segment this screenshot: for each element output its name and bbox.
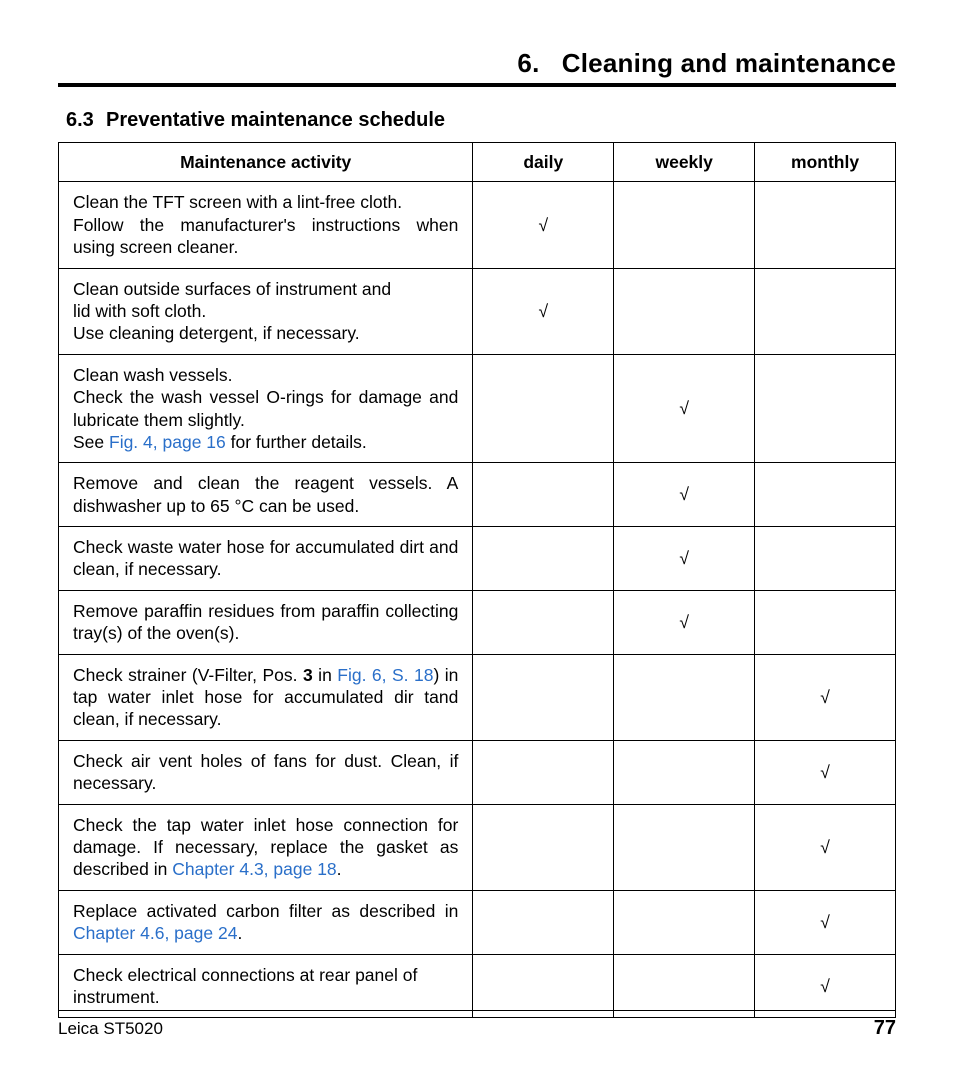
activity-cell: Check the tap water inlet hose connectio… bbox=[59, 804, 473, 890]
activity-cell: Check electrical connections at rear pan… bbox=[59, 954, 473, 1018]
table-row: Clean wash vessels.Check the wash vessel… bbox=[59, 354, 896, 463]
monthly-cell bbox=[755, 268, 896, 354]
table-body: Clean the TFT screen with a lint-free cl… bbox=[59, 182, 896, 1018]
chapter-rule bbox=[58, 83, 896, 87]
table-row: Check air vent holes of fans for dust. C… bbox=[59, 740, 896, 804]
daily-cell bbox=[473, 527, 614, 591]
weekly-cell bbox=[614, 182, 755, 268]
table-row: Clean outside surfaces of instrument and… bbox=[59, 268, 896, 354]
table-row: Check the tap water inlet hose connectio… bbox=[59, 804, 896, 890]
section-number: 6.3 bbox=[66, 109, 106, 132]
weekly-cell bbox=[614, 890, 755, 954]
activity-cell: Check strainer (V-Filter, Pos. 3 in Fig.… bbox=[59, 654, 473, 740]
table-row: Remove paraffin residues from paraffin c… bbox=[59, 590, 896, 654]
weekly-cell bbox=[614, 954, 755, 1018]
table-row: Check strainer (V-Filter, Pos. 3 in Fig.… bbox=[59, 654, 896, 740]
chapter-name: Cleaning and maintenance bbox=[562, 48, 896, 78]
activity-cell: Clean outside surfaces of instrument and… bbox=[59, 268, 473, 354]
daily-cell bbox=[473, 740, 614, 804]
daily-cell bbox=[473, 463, 614, 527]
footer-line: Leica ST5020 77 bbox=[58, 1017, 896, 1040]
section-heading: 6.3Preventative maintenance schedule bbox=[66, 109, 896, 132]
daily-cell bbox=[473, 804, 614, 890]
weekly-cell: √ bbox=[614, 590, 755, 654]
weekly-cell: √ bbox=[614, 354, 755, 463]
weekly-cell: √ bbox=[614, 527, 755, 591]
monthly-cell bbox=[755, 463, 896, 527]
monthly-cell: √ bbox=[755, 804, 896, 890]
table-row: Clean the TFT screen with a lint-free cl… bbox=[59, 182, 896, 268]
weekly-cell bbox=[614, 804, 755, 890]
header-monthly: monthly bbox=[755, 143, 896, 182]
daily-cell: √ bbox=[473, 182, 614, 268]
header-daily: daily bbox=[473, 143, 614, 182]
weekly-cell bbox=[614, 740, 755, 804]
footer-product: Leica ST5020 bbox=[58, 1019, 163, 1039]
table-row: Check electrical connections at rear pan… bbox=[59, 954, 896, 1018]
section-title: Preventative maintenance schedule bbox=[106, 109, 445, 131]
footer-rule bbox=[58, 1010, 896, 1011]
chapter-number: 6. bbox=[517, 48, 539, 78]
daily-cell bbox=[473, 590, 614, 654]
daily-cell bbox=[473, 954, 614, 1018]
weekly-cell: √ bbox=[614, 463, 755, 527]
activity-cell: Check air vent holes of fans for dust. C… bbox=[59, 740, 473, 804]
activity-cell: Clean the TFT screen with a lint-free cl… bbox=[59, 182, 473, 268]
daily-cell bbox=[473, 890, 614, 954]
header-weekly: weekly bbox=[614, 143, 755, 182]
monthly-cell bbox=[755, 354, 896, 463]
table-row: Replace activated carbon filter as descr… bbox=[59, 890, 896, 954]
monthly-cell: √ bbox=[755, 954, 896, 1018]
daily-cell bbox=[473, 654, 614, 740]
activity-cell: Clean wash vessels.Check the wash vessel… bbox=[59, 354, 473, 463]
page-number: 77 bbox=[874, 1017, 896, 1040]
monthly-cell bbox=[755, 182, 896, 268]
monthly-cell bbox=[755, 590, 896, 654]
activity-cell: Remove and clean the reagent vessels. A … bbox=[59, 463, 473, 527]
weekly-cell bbox=[614, 654, 755, 740]
weekly-cell bbox=[614, 268, 755, 354]
activity-cell: Replace activated carbon filter as descr… bbox=[59, 890, 473, 954]
table-header-row: Maintenance activity daily weekly monthl… bbox=[59, 143, 896, 182]
daily-cell bbox=[473, 354, 614, 463]
monthly-cell: √ bbox=[755, 740, 896, 804]
chapter-title: 6. Cleaning and maintenance bbox=[58, 48, 896, 79]
activity-cell: Check waste water hose for accumulated d… bbox=[59, 527, 473, 591]
maintenance-table: Maintenance activity daily weekly monthl… bbox=[58, 142, 896, 1018]
monthly-cell: √ bbox=[755, 890, 896, 954]
footer: Leica ST5020 77 bbox=[58, 1010, 896, 1040]
monthly-cell: √ bbox=[755, 654, 896, 740]
header-activity: Maintenance activity bbox=[59, 143, 473, 182]
table-row: Check waste water hose for accumulated d… bbox=[59, 527, 896, 591]
daily-cell: √ bbox=[473, 268, 614, 354]
activity-cell: Remove paraffin residues from paraffin c… bbox=[59, 590, 473, 654]
monthly-cell bbox=[755, 527, 896, 591]
table-row: Remove and clean the reagent vessels. A … bbox=[59, 463, 896, 527]
page: 6. Cleaning and maintenance 6.3Preventat… bbox=[0, 0, 954, 1080]
